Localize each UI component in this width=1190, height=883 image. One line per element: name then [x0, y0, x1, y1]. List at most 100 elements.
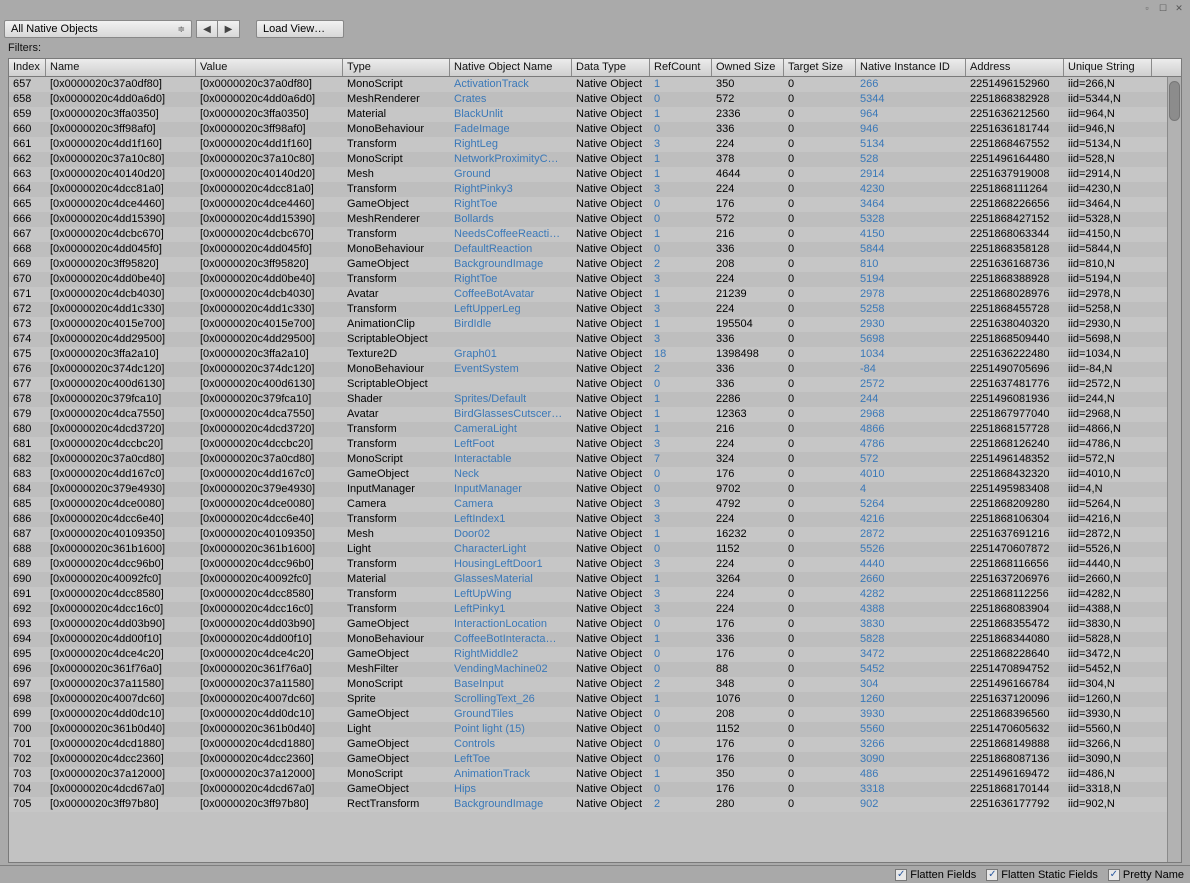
- close-icon[interactable]: ✕: [1172, 2, 1186, 14]
- table-row[interactable]: 697[0x0000020c37a11580][0x0000020c37a115…: [9, 677, 1167, 692]
- column-header-dt[interactable]: Data Type: [572, 59, 650, 76]
- cell-non[interactable]: LeftFoot: [450, 437, 572, 452]
- column-header-non[interactable]: Native Object Name: [450, 59, 572, 76]
- cell-non[interactable]: Door02: [450, 527, 572, 542]
- cell-nid[interactable]: 4150: [856, 227, 966, 242]
- table-row[interactable]: 685[0x0000020c4dce0080][0x0000020c4dce00…: [9, 497, 1167, 512]
- cell-nid[interactable]: 3266: [856, 737, 966, 752]
- cell-ref[interactable]: 0: [650, 242, 712, 257]
- cell-nid[interactable]: 2914: [856, 167, 966, 182]
- cell-ref[interactable]: 0: [650, 647, 712, 662]
- cell-non[interactable]: BaseInput: [450, 677, 572, 692]
- cell-non[interactable]: [450, 377, 572, 392]
- cell-nid[interactable]: 3090: [856, 752, 966, 767]
- cell-nid[interactable]: 2968: [856, 407, 966, 422]
- cell-ref[interactable]: 3: [650, 437, 712, 452]
- cell-non[interactable]: Crates: [450, 92, 572, 107]
- cell-nid[interactable]: 2930: [856, 317, 966, 332]
- table-row[interactable]: 690[0x0000020c40092fc0][0x0000020c40092f…: [9, 572, 1167, 587]
- scrollbar-thumb[interactable]: [1169, 81, 1180, 121]
- nav-next-button[interactable]: ▶: [218, 20, 240, 38]
- table-body[interactable]: 657[0x0000020c37a0df80][0x0000020c37a0df…: [9, 77, 1167, 862]
- cell-non[interactable]: NetworkProximityC…: [450, 152, 572, 167]
- table-row[interactable]: 682[0x0000020c37a0cd80][0x0000020c37a0cd…: [9, 452, 1167, 467]
- cell-nid[interactable]: 2978: [856, 287, 966, 302]
- table-row[interactable]: 670[0x0000020c4dd0be40][0x0000020c4dd0be…: [9, 272, 1167, 287]
- cell-nid[interactable]: 3464: [856, 197, 966, 212]
- cell-non[interactable]: RightMiddle2: [450, 647, 572, 662]
- column-header-nid[interactable]: Native Instance ID: [856, 59, 966, 76]
- table-row[interactable]: 705[0x0000020c3ff97b80][0x0000020c3ff97b…: [9, 797, 1167, 812]
- cell-non[interactable]: Graph01: [450, 347, 572, 362]
- cell-non[interactable]: LeftToe: [450, 752, 572, 767]
- cell-ref[interactable]: 1: [650, 632, 712, 647]
- table-row[interactable]: 673[0x0000020c4015e700][0x0000020c4015e7…: [9, 317, 1167, 332]
- cell-nid[interactable]: 2660: [856, 572, 966, 587]
- column-header-uniq[interactable]: Unique String: [1064, 59, 1152, 76]
- cell-non[interactable]: [450, 332, 572, 347]
- cell-ref[interactable]: 2: [650, 257, 712, 272]
- column-header-index[interactable]: Index: [9, 59, 46, 76]
- table-row[interactable]: 669[0x0000020c3ff95820][0x0000020c3ff958…: [9, 257, 1167, 272]
- cell-nid[interactable]: 4: [856, 482, 966, 497]
- column-header-addr[interactable]: Address: [966, 59, 1064, 76]
- cell-non[interactable]: Controls: [450, 737, 572, 752]
- cell-non[interactable]: AnimationTrack: [450, 767, 572, 782]
- cell-nid[interactable]: 946: [856, 122, 966, 137]
- table-row[interactable]: 693[0x0000020c4dd03b90][0x0000020c4dd03b…: [9, 617, 1167, 632]
- cell-ref[interactable]: 1: [650, 407, 712, 422]
- cell-non[interactable]: BirdIdle: [450, 317, 572, 332]
- cell-nid[interactable]: 5328: [856, 212, 966, 227]
- load-view-button[interactable]: Load View…: [256, 20, 344, 38]
- cell-nid[interactable]: 3830: [856, 617, 966, 632]
- cell-ref[interactable]: 3: [650, 497, 712, 512]
- cell-nid[interactable]: 5134: [856, 137, 966, 152]
- cell-ref[interactable]: 1: [650, 527, 712, 542]
- cell-non[interactable]: CameraLight: [450, 422, 572, 437]
- column-header-name[interactable]: Name: [46, 59, 196, 76]
- cell-non[interactable]: DefaultReaction: [450, 242, 572, 257]
- flatten-fields-checkbox[interactable]: ✓ Flatten Fields: [895, 869, 976, 881]
- table-row[interactable]: 679[0x0000020c4dca7550][0x0000020c4dca75…: [9, 407, 1167, 422]
- cell-non[interactable]: VendingMachine02: [450, 662, 572, 677]
- cell-non[interactable]: BlackUnlit: [450, 107, 572, 122]
- table-row[interactable]: 657[0x0000020c37a0df80][0x0000020c37a0df…: [9, 77, 1167, 92]
- cell-nid[interactable]: 5344: [856, 92, 966, 107]
- cell-nid[interactable]: 4010: [856, 467, 966, 482]
- cell-nid[interactable]: 266: [856, 77, 966, 92]
- cell-ref[interactable]: 7: [650, 452, 712, 467]
- cell-nid[interactable]: 244: [856, 392, 966, 407]
- flatten-static-checkbox[interactable]: ✓ Flatten Static Fields: [986, 869, 1098, 881]
- cell-ref[interactable]: 0: [650, 92, 712, 107]
- cell-ref[interactable]: 18: [650, 347, 712, 362]
- table-row[interactable]: 688[0x0000020c361b1600][0x0000020c361b16…: [9, 542, 1167, 557]
- cell-ref[interactable]: 0: [650, 617, 712, 632]
- cell-nid[interactable]: 4388: [856, 602, 966, 617]
- table-row[interactable]: 686[0x0000020c4dcc6e40][0x0000020c4dcc6e…: [9, 512, 1167, 527]
- table-row[interactable]: 692[0x0000020c4dcc16c0][0x0000020c4dcc16…: [9, 602, 1167, 617]
- cell-ref[interactable]: 3: [650, 302, 712, 317]
- cell-nid[interactable]: 810: [856, 257, 966, 272]
- cell-ref[interactable]: 2: [650, 362, 712, 377]
- cell-ref[interactable]: 2: [650, 677, 712, 692]
- cell-nid[interactable]: 304: [856, 677, 966, 692]
- cell-nid[interactable]: 3318: [856, 782, 966, 797]
- cell-non[interactable]: RightLeg: [450, 137, 572, 152]
- cell-ref[interactable]: 1: [650, 152, 712, 167]
- table-row[interactable]: 680[0x0000020c4dcd3720][0x0000020c4dcd37…: [9, 422, 1167, 437]
- cell-non[interactable]: BackgroundImage: [450, 797, 572, 812]
- cell-non[interactable]: Bollards: [450, 212, 572, 227]
- table-row[interactable]: 666[0x0000020c4dd15390][0x0000020c4dd153…: [9, 212, 1167, 227]
- cell-non[interactable]: Neck: [450, 467, 572, 482]
- table-row[interactable]: 668[0x0000020c4dd045f0][0x0000020c4dd045…: [9, 242, 1167, 257]
- cell-ref[interactable]: 3: [650, 137, 712, 152]
- cell-nid[interactable]: 5258: [856, 302, 966, 317]
- cell-ref[interactable]: 0: [650, 662, 712, 677]
- cell-ref[interactable]: 0: [650, 482, 712, 497]
- cell-nid[interactable]: 4282: [856, 587, 966, 602]
- cell-non[interactable]: FadeImage: [450, 122, 572, 137]
- cell-ref[interactable]: 0: [650, 542, 712, 557]
- cell-ref[interactable]: 1: [650, 227, 712, 242]
- minimize-icon[interactable]: ▫: [1140, 2, 1154, 14]
- cell-non[interactable]: Camera: [450, 497, 572, 512]
